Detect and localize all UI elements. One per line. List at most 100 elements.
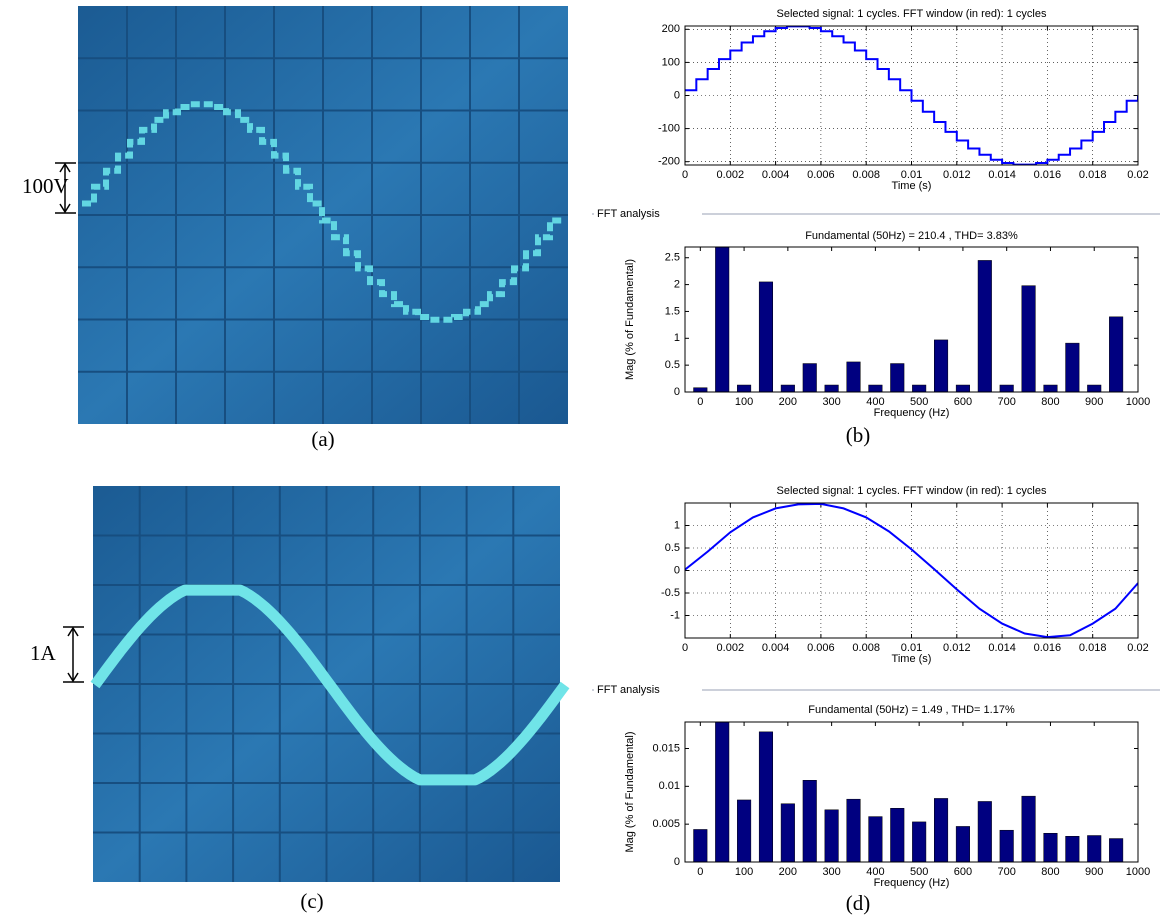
y-tick-label: 0.5 [665, 542, 680, 554]
scope-a [78, 6, 568, 424]
x-tick-label: 0.018 [1079, 642, 1107, 654]
section-label-bg [594, 207, 702, 221]
bar [737, 799, 752, 862]
chart-panel: FFT analysis Fundamental (50Hz) = 1.49 , … [592, 683, 1160, 889]
x-axis-label: Frequency (Hz) [874, 407, 950, 419]
bar [868, 384, 883, 392]
bar [715, 722, 730, 862]
scope-c [90, 486, 570, 882]
plot-frame [684, 721, 1139, 863]
x-tick-label: 300 [822, 866, 840, 878]
x-tick-label: 0.016 [1034, 169, 1062, 181]
x-axis-label: Time (s) [892, 180, 932, 192]
x-tick-label: 0.012 [943, 169, 971, 181]
bar [758, 731, 774, 862]
x-tick-label: 400 [866, 866, 884, 878]
bar [846, 798, 861, 862]
bar [890, 363, 905, 392]
y-axis-label: Mag (% of Fundamental) [624, 731, 636, 852]
bar [1021, 285, 1036, 392]
y-tick-label: 2 [674, 278, 680, 290]
y-tick-label: 1 [674, 332, 680, 344]
section-label: FFT analysis [597, 684, 660, 696]
bar [737, 384, 752, 392]
bar [1087, 384, 1102, 392]
bar [780, 384, 795, 392]
x-tick-label: 0.008 [852, 169, 880, 181]
chart-title: Selected signal: 1 cycles. FFT window (i… [776, 485, 1047, 497]
y-tick-label: 2.5 [665, 252, 680, 264]
y-tick-label: 1 [674, 519, 680, 531]
x-tick-label: 100 [735, 396, 753, 408]
chart-panel: FFT analysis Fundamental (50Hz) = 210.4 ,… [592, 207, 1160, 419]
bar [846, 361, 861, 392]
x-tick-label: 0 [697, 396, 703, 408]
x-tick-label: 0 [682, 169, 688, 181]
caption: (d) [846, 891, 871, 915]
signal-line [685, 503, 1138, 638]
bar [934, 339, 949, 392]
bar [999, 384, 1014, 392]
bar [780, 803, 795, 862]
y-tick-label: 0 [674, 89, 680, 101]
bar [890, 808, 905, 862]
x-tick-label: 200 [779, 396, 797, 408]
bar [1109, 316, 1124, 392]
bar [977, 801, 992, 862]
x-tick-label: 1000 [1126, 396, 1150, 408]
bar [1087, 835, 1102, 862]
chart-panel: Selected signal: 1 cycles. FFT window (i… [658, 8, 1149, 192]
bar [868, 816, 883, 862]
x-tick-label: 0.006 [807, 642, 835, 654]
bar [824, 809, 839, 862]
x-tick-label: 900 [1085, 396, 1103, 408]
scale-label: 100V [22, 174, 69, 198]
bar [802, 363, 817, 392]
x-tick-label: 0.01 [901, 169, 922, 181]
bar [934, 798, 949, 862]
x-axis-label: Time (s) [892, 653, 932, 665]
bar [999, 829, 1014, 862]
y-tick-label: 0.015 [652, 742, 680, 754]
y-tick-label: 0.005 [652, 818, 680, 830]
x-tick-label: 0.002 [717, 642, 745, 654]
x-tick-label: 600 [954, 866, 972, 878]
x-tick-label: 100 [735, 866, 753, 878]
bar [912, 384, 927, 392]
scope-grid [78, 6, 568, 424]
x-tick-label: 0.02 [1127, 642, 1148, 654]
x-tick-label: 800 [1041, 866, 1059, 878]
caption: (c) [300, 889, 323, 913]
bar [912, 821, 927, 862]
y-tick-label: 1.5 [665, 305, 680, 317]
y-tick-label: -100 [658, 123, 680, 135]
bar [758, 281, 774, 392]
x-tick-label: 0.008 [852, 642, 880, 654]
y-tick-label: 0 [674, 564, 680, 576]
chart-title: Fundamental (50Hz) = 210.4 , THD= 3.83% [805, 230, 1018, 242]
bar [715, 247, 730, 392]
y-tick-label: 100 [662, 56, 680, 68]
scale-bracket-c [63, 626, 84, 683]
x-tick-label: 900 [1085, 866, 1103, 878]
x-tick-label: 1000 [1126, 866, 1150, 878]
y-tick-label: 0.01 [659, 780, 680, 792]
signal-line [685, 26, 1138, 165]
section-label: FFT analysis [597, 208, 660, 220]
bar [693, 387, 708, 392]
y-axis-label: Mag (% of Fundamental) [624, 259, 636, 380]
y-tick-label: 0 [674, 386, 680, 398]
x-tick-label: 0.006 [807, 169, 835, 181]
bar [1043, 384, 1058, 392]
caption: (a) [311, 427, 334, 451]
x-tick-label: 700 [998, 396, 1016, 408]
bar [977, 260, 992, 392]
x-tick-label: 0 [682, 642, 688, 654]
x-tick-label: 0.014 [988, 169, 1016, 181]
x-tick-label: 500 [910, 396, 928, 408]
bar [955, 384, 970, 392]
y-tick-label: 200 [662, 23, 680, 35]
scope-grid [93, 486, 560, 882]
x-tick-label: 600 [954, 396, 972, 408]
scale-bracket-a [55, 162, 76, 214]
